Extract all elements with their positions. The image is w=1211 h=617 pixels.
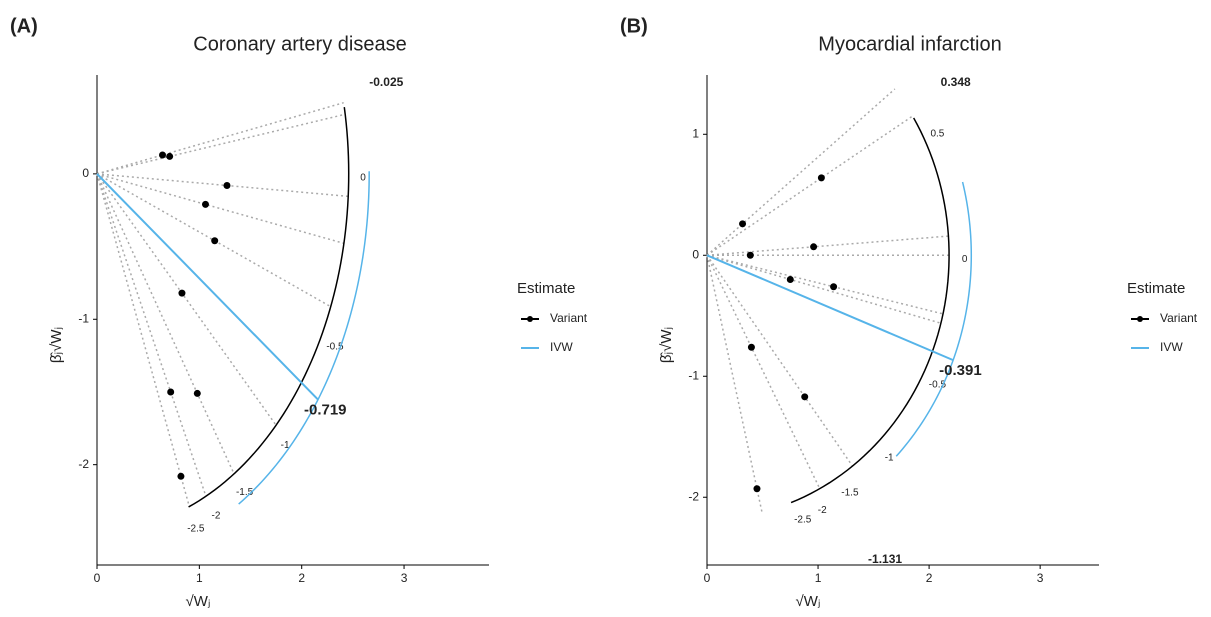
scale-tick-label: -0.5 (929, 379, 947, 390)
x-tick-label: 0 (94, 571, 101, 585)
variant-point (178, 289, 186, 297)
variant-point (786, 275, 794, 283)
variant-point (817, 174, 825, 182)
x-tick-label: 3 (1037, 571, 1044, 585)
radial-line (96, 173, 345, 245)
scale-tick-label: -2.5 (794, 515, 812, 526)
x-tick-label: 1 (196, 571, 203, 585)
variant-point (801, 393, 809, 401)
x-tick-label: 0 (704, 571, 711, 585)
scale-tick-label: -1.5 (236, 487, 254, 498)
max-label: -0.025 (369, 75, 403, 89)
y-tick-label: 0 (82, 166, 89, 180)
radial-line (706, 254, 942, 324)
radial-line (706, 255, 763, 513)
scale-tick-label: 0.5 (930, 128, 944, 139)
y-tick-label: 0 (692, 247, 699, 261)
y-tick-label: -2 (78, 457, 89, 471)
min-label: -1.131 (868, 552, 902, 566)
scale-arc (188, 107, 350, 508)
variant-point (167, 388, 175, 396)
chart-title: Myocardial infarction (818, 33, 1001, 55)
variant-point (166, 152, 174, 160)
variant-point (177, 472, 185, 480)
legend-label: IVW (550, 340, 573, 354)
ivw-label: -0.391 (939, 362, 982, 379)
y-axis-label: β̂ⱼ√Wⱼ (48, 327, 65, 363)
x-axis-label: √Wⱼ (185, 593, 210, 610)
legend-title: Estimate (517, 280, 575, 297)
radial-line (96, 173, 277, 426)
y-tick-label: -2 (688, 489, 699, 503)
variant-point (211, 237, 219, 245)
ivw-line (96, 173, 319, 401)
scale-tick-label: 0 (962, 254, 968, 265)
scale-tick-label: -2 (818, 505, 827, 516)
variant-point (746, 251, 754, 259)
legend-label: Variant (1160, 311, 1198, 325)
radial-line (706, 254, 944, 315)
variant-point (739, 220, 747, 228)
variant-point (201, 200, 209, 208)
variant-point (810, 243, 818, 251)
variant-point (753, 485, 761, 493)
y-tick-label: -1 (78, 311, 89, 325)
y-tick-label: 1 (692, 126, 699, 140)
radial-line (706, 115, 914, 256)
variant-point (830, 283, 838, 291)
chart-title: Coronary artery disease (193, 33, 406, 55)
legend-label: IVW (1160, 340, 1183, 354)
radial-line (96, 113, 346, 175)
legend-swatch-point (1137, 316, 1143, 322)
ivw-arc (895, 181, 973, 457)
radial-line (706, 254, 821, 489)
panel-label: (A) (10, 15, 38, 37)
x-tick-label: 3 (401, 571, 408, 585)
scale-tick-label: -1 (885, 452, 894, 463)
x-tick-label: 1 (815, 571, 822, 585)
scale-tick-label: -0.5 (326, 342, 344, 353)
y-axis-label: β̂ⱼ√Wⱼ (658, 327, 675, 363)
variant-point (193, 389, 201, 397)
x-axis-label: √Wⱼ (795, 593, 820, 610)
radial-line (706, 235, 949, 257)
ivw-label: -0.719 (304, 402, 347, 419)
scale-tick-label: 0 (360, 173, 366, 184)
scale-tick-label: -1.5 (841, 487, 859, 498)
max-label: 0.348 (941, 75, 971, 89)
variant-point (223, 182, 231, 190)
x-tick-label: 2 (298, 571, 305, 585)
y-tick-label: -1 (688, 368, 699, 382)
radial-line (96, 173, 349, 198)
ivw-arc (238, 171, 370, 505)
radial-line (96, 173, 235, 475)
scale-arc (790, 117, 950, 504)
ivw-line (706, 254, 954, 362)
x-tick-label: 2 (926, 571, 933, 585)
radial-line (96, 173, 207, 497)
variant-point (747, 343, 755, 351)
legend-swatch-point (527, 316, 533, 322)
radial-line (96, 101, 344, 175)
variant-point (159, 151, 167, 159)
radial-line (96, 173, 191, 507)
scale-tick-label: -2.5 (187, 523, 205, 534)
radial-line (706, 88, 896, 256)
scale-tick-label: -1 (281, 440, 290, 451)
legend-title: Estimate (1127, 280, 1185, 297)
scale-tick-label: -2 (212, 511, 221, 522)
panel-label: (B) (620, 15, 648, 37)
legend-label: Variant (550, 311, 588, 325)
